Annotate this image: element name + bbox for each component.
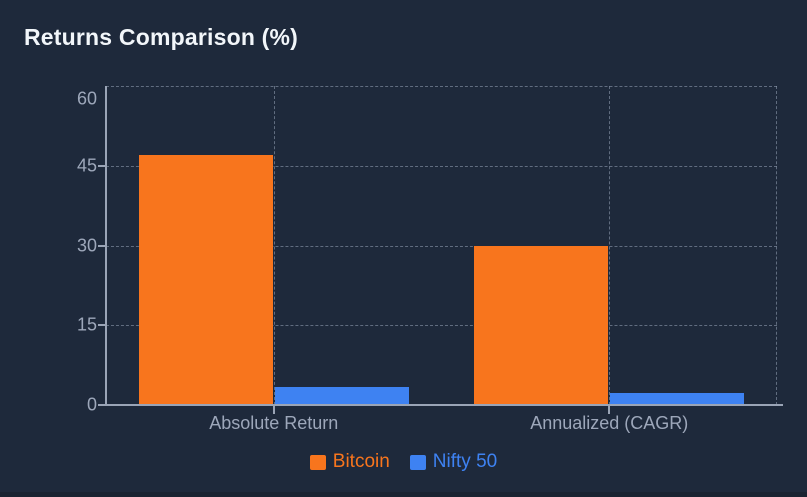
- y-tick-label: 15: [76, 314, 97, 335]
- legend-item-bitcoin[interactable]: Bitcoin: [309, 451, 390, 473]
- y-tick-label: 45: [76, 155, 97, 176]
- chart-title: Returns Comparison (%): [24, 24, 299, 50]
- x-tick: [608, 406, 611, 414]
- legend-swatch-bitcoin: [309, 454, 326, 470]
- legend-label: Nifty 50: [432, 451, 498, 472]
- bar-nifty-50-annualized-cagr[interactable]: [610, 392, 745, 405]
- y-tick-label: 60: [76, 88, 97, 109]
- legend-label: Bitcoin: [332, 451, 390, 472]
- y-tick: [98, 244, 106, 247]
- legend-item-nifty-50[interactable]: Nifty 50: [409, 451, 498, 473]
- y-tick: [98, 164, 106, 167]
- gridline-horizontal: [106, 325, 777, 327]
- x-tick: [272, 406, 275, 414]
- gridline-vertical: [273, 86, 275, 405]
- bar-nifty-50-absolute-return[interactable]: [274, 387, 409, 405]
- y-axis-line: [105, 86, 107, 406]
- x-category-label: Absolute Return: [209, 413, 339, 433]
- y-tick: [98, 324, 106, 327]
- x-axis-line: [98, 404, 783, 406]
- bottom-edge: [0, 492, 807, 497]
- bar-bitcoin-absolute-return[interactable]: [138, 155, 273, 405]
- gridline-horizontal: [106, 245, 777, 247]
- gridline-horizontal: [106, 86, 777, 87]
- plot-area: 0 15 30 45 60 Absolute Return Annualized (CAGR…: [77, 86, 783, 433]
- y-tick-label: 0: [86, 394, 97, 415]
- gridline-vertical: [609, 86, 611, 405]
- legend-swatch-nifty-50: [409, 454, 426, 470]
- gridline-vertical: [776, 86, 777, 405]
- bar-bitcoin-annualized-cagr[interactable]: [474, 245, 609, 405]
- legend: Bitcoin Nifty 50: [0, 451, 807, 473]
- x-category-label: Annualized (CAGR): [530, 413, 689, 433]
- gridline-horizontal: [106, 165, 777, 167]
- y-tick-label: 30: [76, 235, 97, 255]
